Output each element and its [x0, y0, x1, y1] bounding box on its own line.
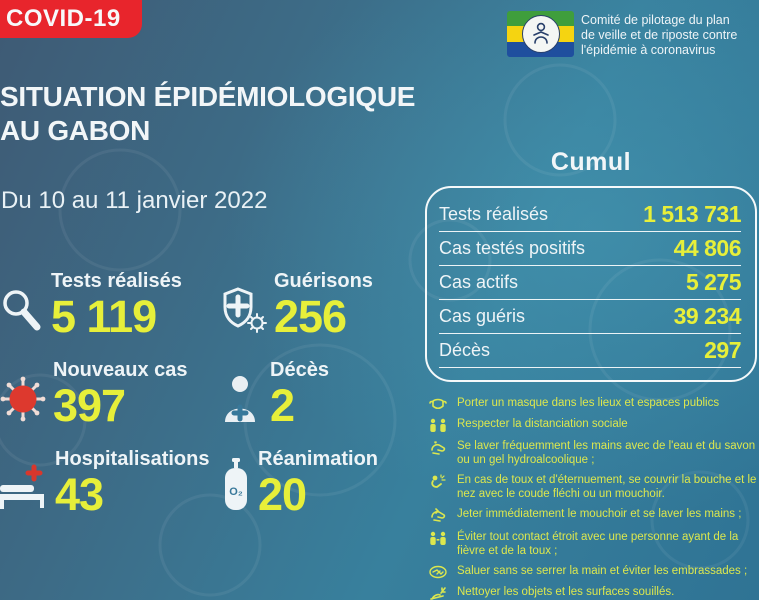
guideline-text: Porter un masque dans les lieux et espac…: [457, 397, 720, 409]
stat-label: Décès: [270, 359, 329, 381]
stat-label: Réanimation: [258, 448, 379, 470]
row-label: Cas guéris: [439, 306, 526, 326]
clean-surfaces-icon: [429, 586, 447, 600]
magnifier-icon: [0, 287, 44, 333]
guideline-text: Jeter immédiatement le mouchoir et se la…: [457, 508, 742, 520]
page-title: SITUATION ÉPIDÉMIOLOGIQUE AU GABON: [0, 80, 415, 148]
committee-caption: Comité de pilotage du plan de veille et …: [581, 11, 737, 58]
list-item: En cas de toux et d'éternuement, se couv…: [429, 474, 757, 501]
page-title-line1: SITUATION ÉPIDÉMIOLOGIQUE: [0, 81, 416, 112]
guideline-text: Nettoyer les objets et les surfaces soui…: [457, 586, 675, 598]
stat-value: 256: [274, 291, 347, 342]
committee-caption-line3: l'épidémie à coronavirus: [581, 43, 716, 57]
stat-deces: Décès 2: [221, 341, 420, 430]
covid19-badge-label: COVID-19: [6, 5, 121, 32]
stat-value: 397: [53, 380, 126, 431]
row-label: Cas testés positifs: [439, 238, 586, 258]
prevention-guidelines-list: Porter un masque dans les lieux et espac…: [429, 397, 757, 600]
page-title-line2: AU GABON: [0, 115, 151, 146]
oxygen-tank-icon: O₂: [221, 457, 251, 511]
no-handshake-icon: [429, 565, 447, 579]
guideline-text: Éviter tout contact étroit avec une pers…: [457, 531, 739, 557]
row-value: 1 513 731: [643, 201, 741, 227]
stat-label: Tests réalisés: [51, 270, 182, 292]
table-row: Décès 297: [439, 334, 741, 368]
covid19-badge: COVID-19: [0, 0, 142, 38]
social-distance-icon: [429, 418, 447, 433]
row-value: 44 806: [673, 235, 742, 261]
stat-value: 43: [55, 469, 104, 520]
hand-wash-icon: [429, 440, 447, 456]
discard-tissue-icon: [429, 508, 447, 524]
guideline-text: Respecter la distanciation sociale: [457, 418, 628, 430]
table-row: Tests réalisés 1 513 731: [439, 198, 741, 232]
table-row: Cas guéris 39 234: [439, 300, 742, 334]
cough-elbow-icon: [429, 474, 447, 490]
list-item: Nettoyer les objets et les surfaces soui…: [429, 586, 757, 600]
guideline-text: Saluer sans se serrer la main et éviter …: [457, 565, 748, 577]
stat-value: 5 119: [51, 291, 157, 342]
list-item: Respecter la distanciation sociale: [429, 418, 757, 433]
committee-header: Comité de pilotage du plan de veille et …: [507, 11, 737, 58]
stat-reanimation: O₂ Réanimation 20: [221, 430, 420, 519]
list-item: Éviter tout contact étroit avec une pers…: [429, 531, 757, 558]
gabon-seal: [521, 15, 560, 53]
shield-cross-icon: [221, 285, 267, 333]
table-row: Cas actifs 5 275: [439, 266, 742, 300]
committee-caption-line1: Comité de pilotage du plan: [581, 13, 730, 27]
row-value: 5 275: [685, 269, 742, 295]
stat-hospitalisations: Hospitalisations 43: [0, 430, 221, 519]
stat-label: Guérisons: [274, 270, 373, 292]
mask-icon: [429, 397, 447, 411]
daily-stats-grid: Tests réalisés 5 119: [0, 252, 420, 519]
row-label: Cas actifs: [439, 272, 519, 292]
virus-icon: [0, 376, 46, 422]
stat-guerisons: Guérisons 256: [221, 252, 420, 341]
guideline-text: En cas de toux et d'éternuement, se couv…: [457, 474, 757, 500]
stat-label: Nouveaux cas: [53, 359, 188, 381]
stat-nouveaux-cas: Nouveaux cas 397: [0, 341, 221, 430]
list-item: Se laver fréquemment les mains avec de l…: [429, 440, 757, 467]
list-item: Jeter immédiatement le mouchoir et se la…: [429, 508, 757, 524]
list-item: Saluer sans se serrer la main et éviter …: [429, 565, 757, 579]
guideline-text: Se laver fréquemment les mains avec de l…: [457, 440, 756, 466]
row-label: Tests réalisés: [439, 204, 549, 224]
row-value: 39 234: [673, 303, 742, 329]
stat-label: Hospitalisations: [55, 448, 210, 470]
gabon-flag-logo: [507, 11, 574, 57]
cumulative-table: Tests réalisés 1 513 731 Cas testés posi…: [425, 186, 757, 382]
table-row: Cas testés positifs 44 806: [439, 232, 742, 266]
report-date-range: Du 10 au 11 janvier 2022: [1, 187, 268, 214]
hospital-bed-icon: [0, 463, 48, 511]
person-cross-icon: [221, 374, 263, 422]
stat-value: 2: [270, 380, 295, 431]
seal-figure-icon: [532, 22, 549, 44]
svg-text:O₂: O₂: [229, 486, 243, 498]
stat-value: 20: [258, 469, 307, 520]
list-item: Porter un masque dans les lieux et espac…: [429, 397, 757, 411]
cumulative-heading: Cumul: [550, 148, 632, 176]
row-value: 297: [704, 337, 741, 363]
stat-tests-realises: Tests réalisés 5 119: [0, 252, 221, 341]
avoid-contact-icon: [429, 531, 447, 546]
committee-caption-line2: de veille et de riposte contre: [581, 28, 738, 42]
row-label: Décès: [439, 340, 491, 360]
